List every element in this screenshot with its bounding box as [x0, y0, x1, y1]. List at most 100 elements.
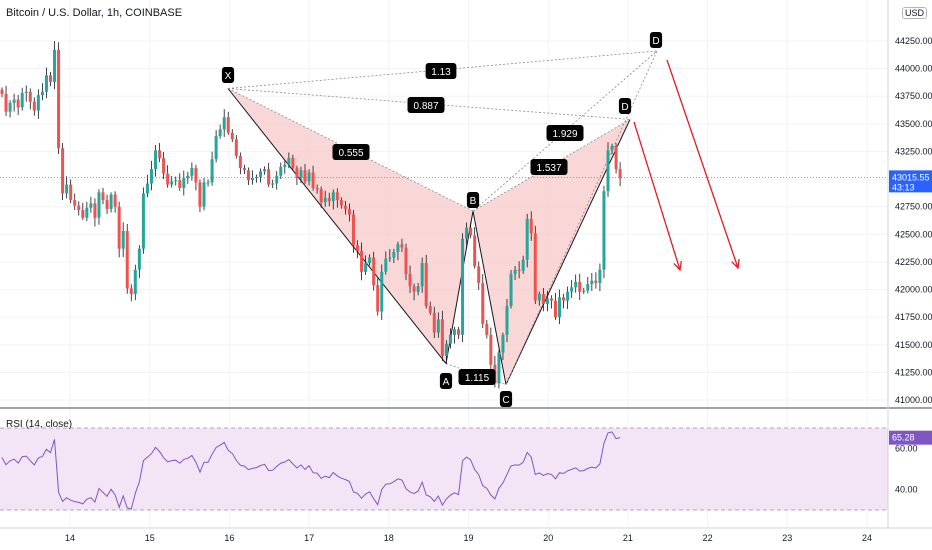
candle-down — [291, 158, 295, 169]
candle-down — [529, 218, 533, 234]
price-tick-label: 42000.00 — [895, 285, 932, 295]
pattern-labels: X A B C D D 0.555 1.115 1.537 1.929 0.887 1.13 — [221, 32, 663, 407]
candle-up — [145, 183, 149, 194]
candle-down — [61, 148, 65, 194]
candle-down — [162, 158, 166, 174]
candle-up — [210, 159, 214, 183]
candle-down — [356, 245, 360, 251]
candle-down — [428, 306, 432, 313]
candle-up — [263, 169, 267, 172]
candle-up — [505, 306, 509, 335]
candle-down — [343, 205, 347, 209]
candle-up — [586, 284, 590, 291]
candle-down — [400, 244, 404, 248]
candle-up — [416, 286, 420, 292]
candle-up — [380, 271, 384, 312]
pattern-triangle-xab — [228, 88, 473, 364]
point-label-a-bg — [439, 373, 453, 389]
candle-up — [149, 169, 153, 184]
candle-up — [214, 135, 218, 160]
candle-down — [351, 214, 355, 246]
price-tick-label: 41750.00 — [895, 312, 932, 322]
ratio-label-bd1-bg — [530, 159, 568, 175]
candle-up — [259, 171, 263, 177]
candle-down — [125, 230, 129, 289]
candle-down — [81, 210, 85, 218]
currency-badge[interactable]: USD — [902, 7, 928, 19]
candle-down — [113, 194, 117, 207]
ratio-label-xd1-bg — [407, 97, 445, 113]
candle-down — [533, 233, 537, 301]
rsi-line — [1, 431, 621, 510]
candle-down — [267, 169, 271, 185]
projection-arrowhead — [673, 261, 682, 272]
candle-down — [424, 263, 428, 307]
rsi-value-label: 65.28 — [892, 433, 915, 443]
point-label-d2-bg — [649, 32, 663, 48]
candle-up — [53, 49, 57, 82]
candle-down — [473, 235, 477, 267]
time-tick-label: 24 — [862, 533, 872, 543]
candle-down — [238, 155, 242, 169]
candle-down — [234, 139, 238, 156]
candle-down — [129, 288, 133, 294]
candle-up — [574, 281, 578, 288]
countdown-label: 43:13 — [892, 182, 915, 192]
candle-up — [392, 251, 396, 258]
candle-up — [44, 75, 48, 92]
time-tick-label: 23 — [782, 533, 792, 543]
point-label-b: B — [470, 196, 477, 207]
candle-down — [242, 168, 246, 171]
time-tick-label: 17 — [304, 533, 314, 543]
pattern-leg — [472, 211, 507, 385]
candle-down — [347, 208, 351, 215]
candle-down — [517, 269, 521, 271]
candle-up — [513, 269, 517, 275]
candle-up — [12, 99, 16, 103]
candle-down — [594, 280, 598, 283]
candle-up — [497, 352, 501, 384]
projection-arrowhead — [731, 258, 740, 270]
candle-up — [85, 207, 89, 218]
candle-down — [614, 145, 618, 170]
candle-up — [186, 175, 190, 178]
candle-down — [246, 170, 250, 181]
candle-up — [222, 117, 226, 130]
candle-down — [477, 266, 481, 283]
rsi-band — [0, 428, 888, 510]
candle-down — [303, 170, 307, 182]
point-label-d1: D — [621, 102, 628, 113]
candle-up — [368, 257, 372, 264]
time-tick-label: 22 — [703, 533, 713, 543]
candle-up — [97, 192, 101, 218]
candle-down — [440, 319, 444, 356]
rsi-value-label-bg — [889, 430, 932, 445]
candle-up — [279, 166, 283, 176]
candle-down — [376, 285, 380, 312]
candle-up — [137, 248, 141, 270]
rsi-tick-label: 60.00 — [895, 444, 918, 454]
ratio-label-xd2: 1.13 — [431, 67, 451, 78]
candle-down — [117, 206, 121, 249]
candle-up — [154, 150, 158, 170]
pattern-leg — [227, 88, 447, 364]
candle-down — [412, 286, 416, 292]
point-label-c: C — [502, 395, 509, 406]
candle-up — [384, 258, 388, 272]
candle-up — [465, 227, 469, 239]
candle-down — [178, 180, 182, 188]
candle-up — [582, 290, 586, 292]
candle-up — [570, 287, 574, 292]
candle-up — [275, 175, 279, 184]
candle-down — [77, 205, 81, 211]
candle-down — [457, 329, 461, 335]
candle-up — [202, 182, 206, 207]
pattern-triangle-bcd — [473, 119, 630, 385]
price-tick-label: 44250.00 — [895, 36, 932, 46]
price-tick-label: 42500.00 — [895, 229, 932, 239]
candle-up — [537, 293, 541, 301]
candle-down — [48, 75, 52, 82]
candle-down — [335, 192, 339, 201]
candle-up — [170, 181, 174, 185]
